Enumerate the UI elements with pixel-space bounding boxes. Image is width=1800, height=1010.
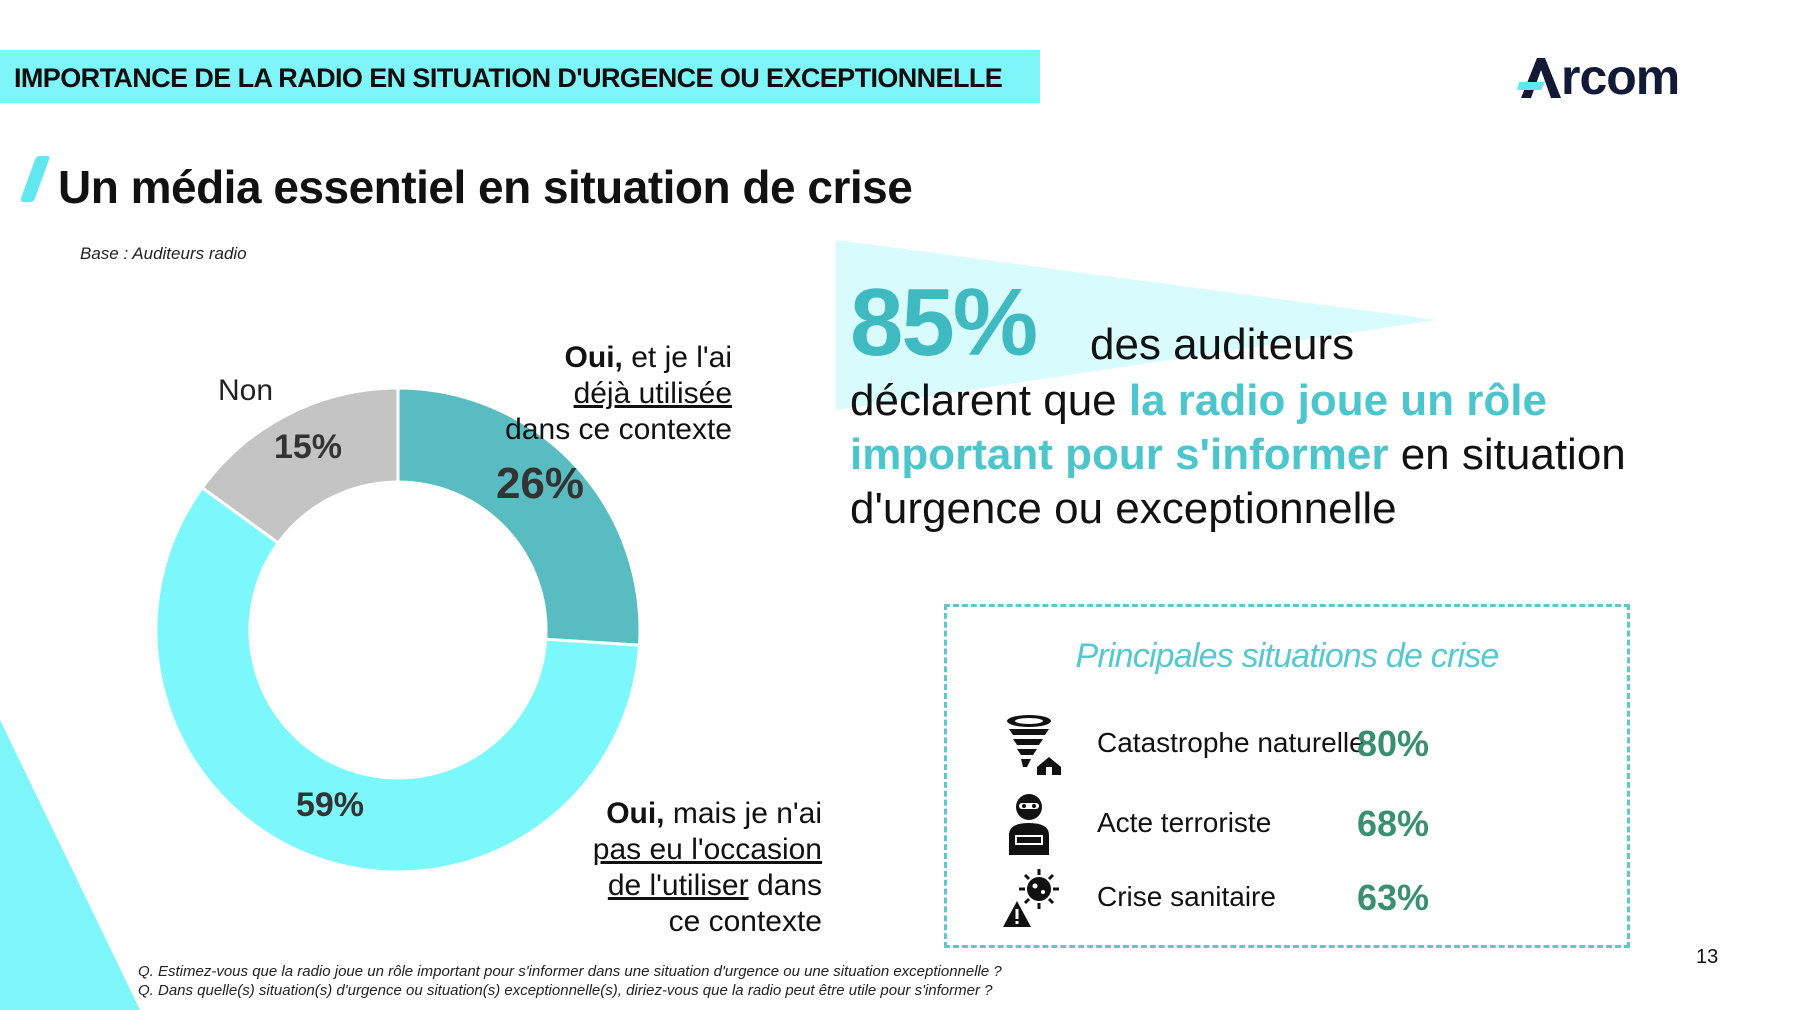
highlight-pre: déclarent que (850, 376, 1129, 425)
section-banner: IMPORTANCE DE LA RADIO EN SITUATION D'UR… (0, 50, 1040, 103)
label-used-bold: Oui, (564, 341, 623, 374)
crisis-box: Principales situations de crise Catastro… (944, 604, 1630, 948)
crisis-title: Principales situations de crise (1075, 637, 1499, 675)
crisis-value: 68% (1357, 803, 1430, 844)
footnote: Q. Estimez-vous que la radio joue un rôl… (138, 962, 1002, 1000)
arcom-logo: rcom (1515, 48, 1705, 106)
label-used-underlined: déjà utilisée (573, 377, 732, 410)
label-notused: Oui, mais je n'ai pas eu l'occasion de l… (520, 796, 822, 940)
crisis-label: Crise sanitaire (1097, 881, 1276, 912)
footnote-q1: Q. Estimez-vous que la radio joue un rôl… (138, 963, 1002, 980)
highlight-value: 85% (850, 269, 1038, 376)
crisis-label: Acte terroriste (1097, 807, 1272, 838)
donut-slice (396, 386, 642, 647)
arcom-logo-text: rcom (1561, 49, 1680, 105)
label-notused-tail-2: ce contexte (668, 905, 822, 938)
page-title: Un média essentiel en situation de crise (58, 161, 913, 213)
crisis-row: Catastrophe naturelle 80% (1001, 711, 1601, 775)
highlight-line1: des auditeurs (1090, 320, 1355, 369)
tornado-house-icon (1007, 715, 1061, 775)
crisis-row: Acte terroriste 68% (1001, 791, 1601, 855)
highlight-post: en situation d'urgence ou exceptionnelle (850, 430, 1626, 533)
donut-slice-value-label: 26% (496, 459, 584, 508)
donut-slice (154, 485, 642, 874)
donut-chart: 26% 59% 15% (154, 386, 642, 874)
crisis-value: 63% (1357, 877, 1430, 918)
masked-terrorist-icon (1009, 794, 1049, 855)
donut-slice (200, 386, 400, 546)
label-non: Non (218, 374, 274, 407)
label-notused-underlined-1: pas eu l'occasion (592, 833, 822, 866)
decorative-triangle-left (0, 720, 140, 1010)
base-note: Base : Auditeurs radio (80, 244, 247, 263)
label-notused-bold: Oui, (606, 797, 665, 830)
footnote-q2: Q. Dans quelle(s) situation(s) d'urgence… (138, 982, 993, 999)
label-notused-rest: mais je n'ai (664, 797, 822, 830)
section-banner-text: IMPORTANCE DE LA RADIO EN SITUATION D'UR… (14, 63, 1003, 93)
label-used-rest: et je l'ai (622, 341, 732, 374)
crisis-label: Catastrophe naturelle (1097, 727, 1365, 758)
crisis-row: Crise sanitaire 63% (1001, 865, 1601, 929)
donut-slice-value-label: 59% (296, 786, 364, 824)
highlight-statement: déclarent que la radio joue un rôle impo… (850, 374, 1730, 536)
title-accent-slash (19, 156, 51, 202)
highlight-triangle-bg (836, 240, 1436, 410)
arcom-logo-a-icon (1517, 58, 1561, 98)
page-number: 13 (1696, 946, 1719, 968)
label-notused-tail-1: dans (748, 869, 822, 902)
label-notused-underlined-2: de l'utiliser (607, 869, 749, 902)
label-used: Oui, et je l'ai déjà utilisée dans ce co… (500, 340, 732, 448)
highlight-emphasis: la radio joue un rôle important pour s'i… (850, 376, 1547, 479)
crisis-value: 80% (1357, 723, 1430, 764)
donut-slice-value-label: 15% (274, 428, 342, 466)
label-used-tail: dans ce contexte (505, 413, 732, 446)
virus-warning-icon (1003, 869, 1059, 927)
